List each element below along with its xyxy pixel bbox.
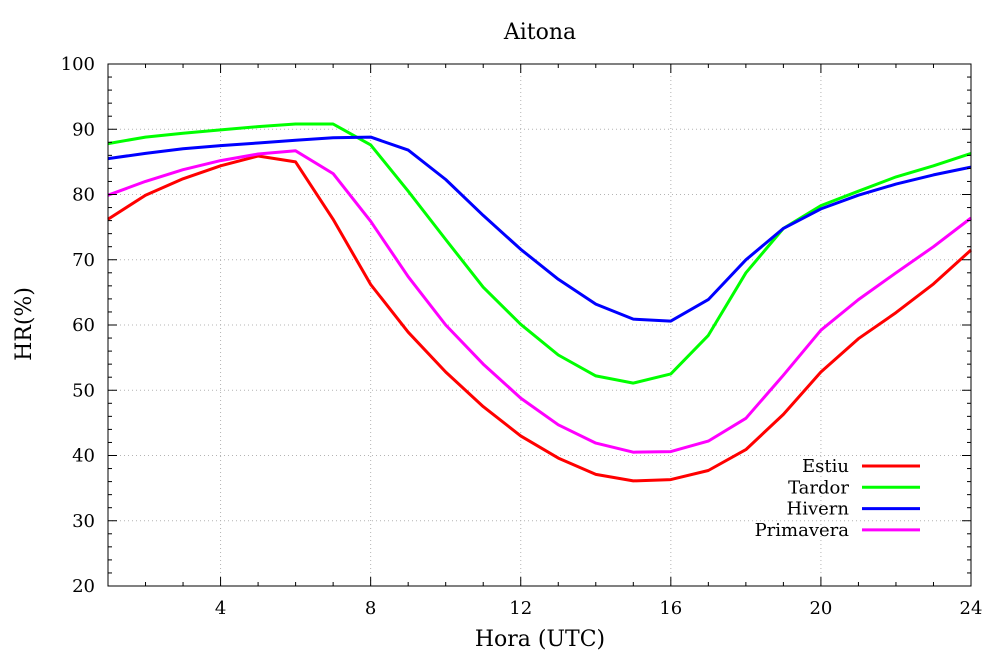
legend-label: Hivern — [787, 499, 850, 520]
y-tick-label: 30 — [72, 511, 95, 532]
x-tick-label: 4 — [215, 598, 226, 619]
chart-title: Aitona — [503, 20, 576, 45]
legend-label: Tardor — [788, 477, 849, 498]
x-tick-label: 16 — [659, 598, 682, 619]
y-tick-label: 80 — [72, 185, 95, 206]
y-tick-label: 40 — [72, 446, 95, 467]
y-tick-label: 100 — [61, 54, 95, 75]
y-tick-label: 70 — [72, 250, 95, 271]
axis-ticks — [107, 63, 972, 587]
series-line-tardor — [107, 122, 972, 385]
y-tick-label: 60 — [72, 315, 95, 336]
series-line-hivern — [107, 135, 972, 323]
y-axis-label: HR(%) — [12, 287, 37, 361]
y-tick-label: 50 — [72, 380, 95, 401]
legend-label: Estiu — [802, 456, 849, 477]
x-tick-label: 8 — [365, 598, 376, 619]
x-tick-label: 20 — [809, 598, 832, 619]
tick-labels: 20 30 40 50 60 70 80 90 100 4 8 12 16 20 24 — [61, 54, 983, 619]
series-line-estiu — [107, 154, 973, 483]
x-tick-label: 12 — [509, 598, 532, 619]
y-tick-label: 20 — [72, 576, 95, 597]
y-tick-label: 90 — [72, 119, 95, 140]
series-line-primavera — [107, 149, 972, 454]
legend-label: Primavera — [755, 520, 850, 541]
x-axis-label: Hora (UTC) — [475, 627, 605, 652]
x-tick-label: 24 — [960, 598, 983, 619]
series-lines — [107, 122, 973, 483]
